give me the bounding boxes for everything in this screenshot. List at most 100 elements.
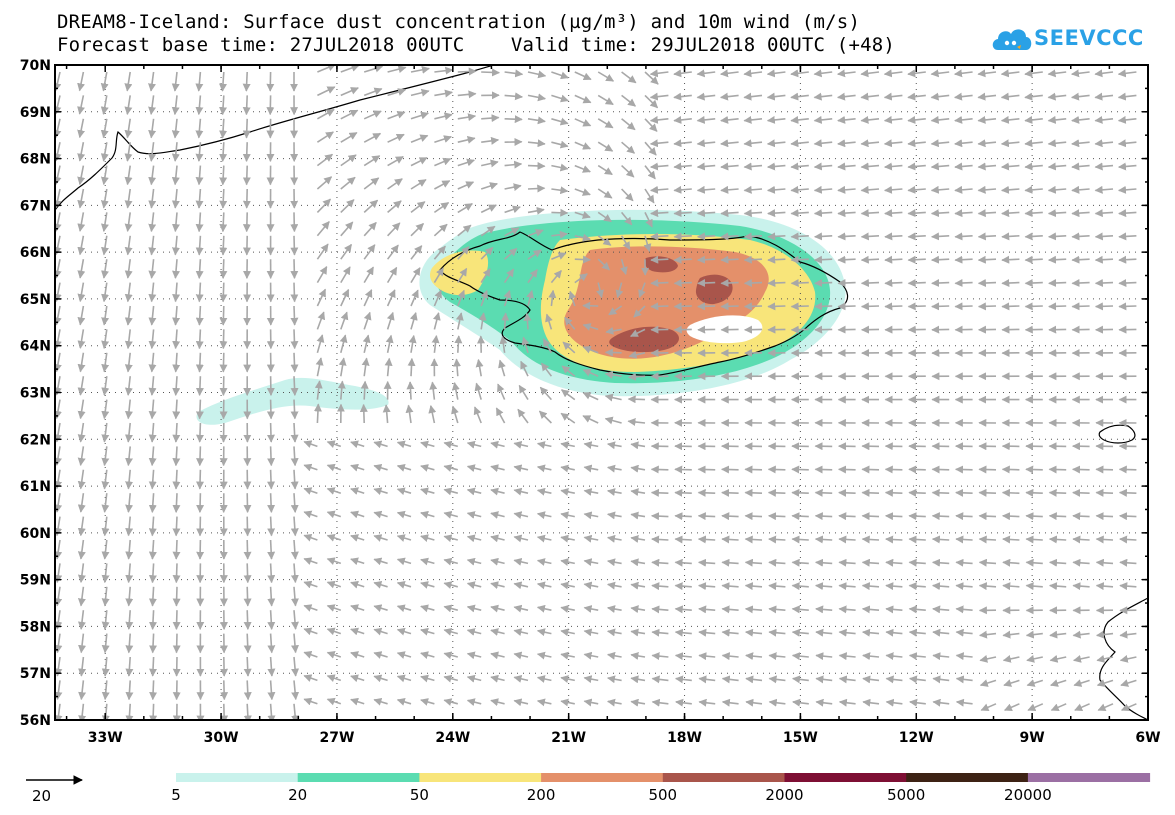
wind-arrow bbox=[954, 232, 973, 241]
wind-arrow bbox=[396, 510, 412, 519]
wind-arrow bbox=[1048, 302, 1067, 311]
wind-arrow bbox=[536, 534, 552, 543]
wind-arrow bbox=[743, 139, 763, 148]
wind-arrow bbox=[583, 698, 599, 707]
wind-arrow bbox=[1094, 209, 1114, 218]
wind-arrow bbox=[291, 656, 300, 677]
wind-arrow bbox=[326, 487, 342, 495]
wind-arrow bbox=[621, 141, 636, 154]
wind-arrow bbox=[696, 115, 716, 124]
wind-arrow bbox=[1047, 92, 1067, 101]
wind-arrow bbox=[1120, 679, 1137, 687]
wind-arrow bbox=[954, 69, 973, 78]
wind-arrow bbox=[172, 422, 181, 443]
wind-arrow bbox=[466, 440, 482, 449]
wind-arrow bbox=[883, 139, 903, 148]
wind-arrow bbox=[743, 69, 763, 78]
wind-arrow bbox=[480, 204, 497, 214]
wind-arrow bbox=[1072, 512, 1090, 521]
wind-arrow bbox=[195, 329, 204, 350]
wind-arrow bbox=[978, 558, 997, 567]
wind-arrow bbox=[582, 392, 599, 401]
wind-arrow bbox=[527, 70, 547, 79]
wind-arrow bbox=[457, 289, 466, 307]
wind-arrow bbox=[696, 69, 716, 78]
legend-swatch bbox=[541, 773, 664, 782]
wind-arrow bbox=[303, 650, 318, 659]
wind-arrow bbox=[518, 384, 529, 401]
wind-arrow bbox=[242, 188, 251, 209]
wind-arrow bbox=[978, 488, 997, 497]
wind-arrow bbox=[363, 87, 383, 97]
wind-arrow bbox=[410, 179, 427, 190]
wind-arrow bbox=[791, 512, 809, 521]
wind-arrow bbox=[350, 627, 365, 636]
wind-arrow bbox=[768, 605, 786, 614]
wind-arrow bbox=[195, 399, 204, 420]
wind-arrow bbox=[536, 698, 552, 707]
wind-arrow bbox=[315, 357, 324, 377]
wind-arrow bbox=[291, 610, 299, 630]
wind-arrow bbox=[536, 441, 552, 449]
wind-arrow bbox=[745, 652, 763, 661]
wind-arrow bbox=[1071, 139, 1090, 148]
wind-arrow bbox=[78, 656, 87, 677]
lat-label: 64N bbox=[20, 339, 51, 355]
wind-arrow bbox=[124, 399, 133, 420]
wind-arrow bbox=[172, 376, 181, 396]
wind-arrow bbox=[219, 95, 228, 116]
wind-arrow bbox=[597, 118, 614, 129]
wind-arrow bbox=[931, 302, 950, 311]
wind-arrow bbox=[1024, 115, 1043, 124]
wind-arrow bbox=[290, 539, 299, 560]
wind-arrow bbox=[977, 209, 997, 218]
wind-arrow bbox=[77, 610, 86, 630]
wind-arrow bbox=[316, 334, 325, 354]
wind-arrow bbox=[1002, 582, 1020, 591]
wind-arrow bbox=[386, 289, 396, 307]
wind-arrow bbox=[630, 534, 646, 543]
wind-arrow bbox=[698, 582, 716, 591]
wind-arrow bbox=[350, 674, 365, 683]
wind-arrow bbox=[172, 516, 181, 537]
wind-arrow bbox=[490, 464, 505, 473]
wind-arrow bbox=[55, 118, 62, 139]
wind-arrow bbox=[931, 535, 950, 544]
wind-arrow bbox=[673, 162, 692, 171]
wind-arrow bbox=[1001, 279, 1020, 288]
wind-arrow bbox=[1025, 488, 1043, 497]
wind-arrow bbox=[615, 282, 624, 299]
wind-arrow bbox=[527, 249, 542, 260]
lat-label: 67N bbox=[20, 198, 51, 214]
wind-arrow bbox=[1119, 512, 1137, 521]
wind-arrow bbox=[931, 255, 950, 264]
wind-arrow bbox=[621, 118, 636, 131]
wind-arrow bbox=[266, 422, 275, 443]
wind-arrow bbox=[480, 246, 494, 260]
wind-arrow bbox=[607, 441, 622, 450]
wind-arrow bbox=[651, 628, 669, 637]
longitude-labels: 33W 30W 27W 24W 21W 18W 15W 12W 9W 6W bbox=[88, 730, 1161, 746]
wind-arrow bbox=[696, 92, 716, 101]
wind-arrow bbox=[744, 558, 763, 567]
wind-arrow bbox=[504, 69, 524, 78]
iceland-coast bbox=[439, 231, 849, 376]
wind-arrow bbox=[443, 510, 459, 519]
wind-arrow bbox=[860, 255, 880, 264]
wind-arrow bbox=[583, 511, 599, 520]
wind-arrow bbox=[148, 329, 157, 350]
wind-arrow bbox=[443, 581, 459, 589]
wind-arrow bbox=[101, 282, 110, 303]
wind-arrow bbox=[434, 157, 452, 167]
wind-arrow bbox=[644, 118, 658, 132]
wind-arrow bbox=[696, 185, 716, 194]
wind-arrow bbox=[77, 493, 86, 513]
wind-arrow bbox=[980, 703, 997, 711]
wind-arrow bbox=[125, 469, 134, 490]
wind-arrow bbox=[721, 488, 739, 497]
wind-arrow bbox=[673, 139, 692, 148]
wind-arrow bbox=[583, 675, 599, 684]
wind-arrow bbox=[861, 488, 880, 497]
wind-arrow bbox=[721, 698, 739, 707]
wind-arrow bbox=[815, 675, 833, 684]
